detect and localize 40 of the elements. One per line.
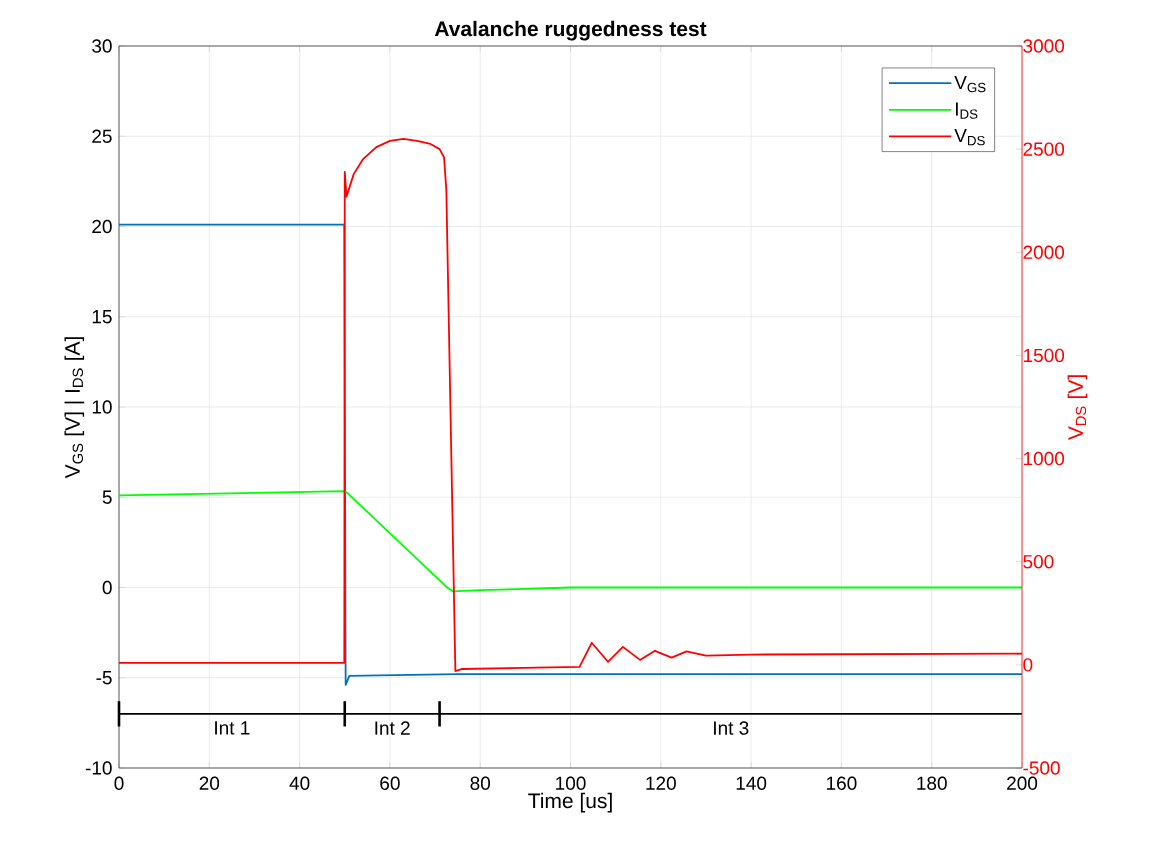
x-tick-label: 140 [736, 776, 767, 790]
x-tick-label: 80 [470, 776, 491, 790]
annotation: Int 2 [375, 721, 410, 735]
y2-tick-label: 0 [1023, 658, 1033, 672]
y-tick-label: -10 [85, 761, 112, 775]
y-tick-label: 25 [92, 129, 112, 143]
line-series [118, 490, 1023, 593]
y2-axis-title: V$_{DS}$ [V] [1067, 375, 1088, 441]
x-tick-label: 20 [199, 776, 220, 790]
x-tick-label: 120 [646, 776, 676, 790]
y-tick-label: 20 [92, 219, 112, 234]
chart-title: Avalanche ruggedness test [434, 20, 707, 41]
x-tick-label: 180 [917, 776, 947, 790]
x-tick-label: 40 [289, 776, 310, 790]
x-tick-label: 100 [556, 776, 586, 790]
x-tick-label: 60 [380, 776, 400, 790]
legend-label: V$_{GS}$ [954, 75, 986, 93]
annotation: Int 1 [215, 721, 250, 735]
legend-label: V$_{DS}$ [954, 129, 985, 146]
y2-tick-label: -500 [1023, 761, 1060, 775]
annotation: Int 3 [714, 721, 749, 735]
y-tick-label: 10 [92, 400, 112, 414]
legend-label: I$_{DS}$ [955, 102, 978, 119]
y-tick-label: -5 [96, 671, 112, 685]
y2-tick-label: 2000 [1023, 245, 1065, 260]
y-tick-label: 30 [92, 39, 112, 53]
y-tick-label: 15 [92, 310, 112, 324]
y2-tick-label: 1500 [1023, 348, 1065, 363]
y-tick-label: 5 [102, 490, 112, 504]
y-tick-label: 0 [102, 580, 112, 595]
y2-tick-label: 500 [1023, 554, 1054, 569]
x-axis-title: Time [us] [528, 792, 612, 813]
line-series [118, 223, 1023, 686]
y2-tick-label: 2500 [1023, 142, 1065, 156]
y2-tick-label: 3000 [1023, 39, 1065, 53]
x-tick-label: 160 [827, 776, 857, 790]
x-tick-label: 0 [114, 776, 124, 790]
y2-tick-label: 1000 [1023, 451, 1065, 466]
y-axis-title: V$_{GS}$ [V] | I$_{DS}$ [A] [64, 337, 85, 479]
x-tick-label: 200 [1007, 776, 1038, 790]
